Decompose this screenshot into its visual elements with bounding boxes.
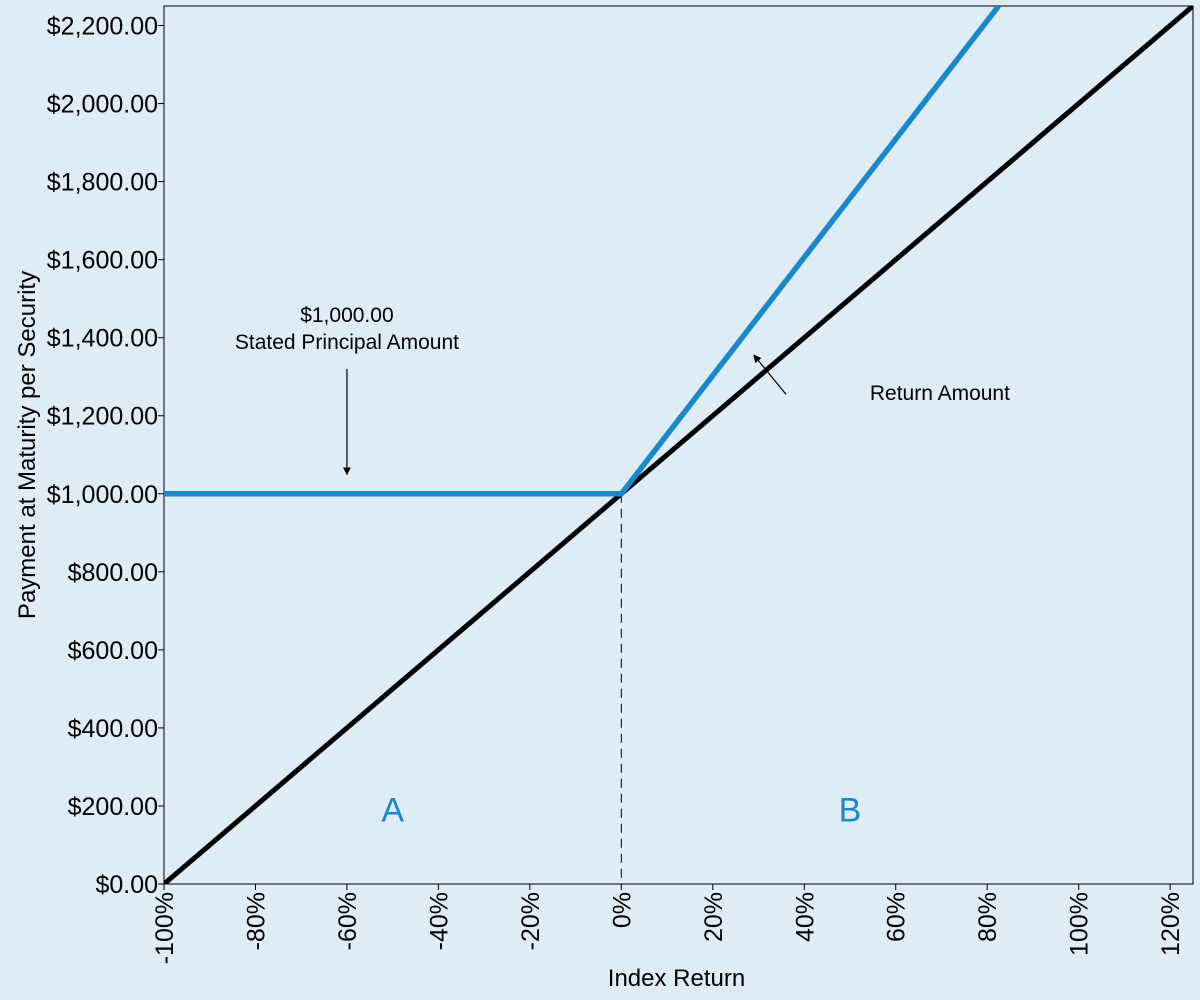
y-axis: $0.00 $200.00 $400.00 $600.00 $800.00 $1,000.… — [47, 13, 164, 899]
y-tick-label: $1,600.00 — [47, 247, 158, 275]
y-tick-label: $1,200.00 — [47, 403, 158, 431]
annotation-principal-text: $1,000.00 — [300, 304, 393, 327]
y-tick-label: $800.00 — [68, 559, 158, 587]
y-tick-label: $1,800.00 — [47, 169, 158, 197]
y-tick-label: $1,400.00 — [47, 325, 158, 353]
x-tick-label: -100% — [151, 892, 179, 964]
annotation-principal-text: Stated Principal Amount — [235, 331, 459, 354]
return-amount-line — [164, 6, 1193, 884]
annotation-return-amount-arrow — [753, 354, 787, 395]
y-axis-title: Payment at Maturity per Security — [14, 271, 41, 619]
x-tick-label: 0% — [608, 892, 636, 928]
payment-at-maturity-line — [164, 6, 1001, 497]
x-tick-label: 80% — [974, 892, 1002, 942]
y-tick-label: $400.00 — [68, 715, 158, 743]
annotation-return-amount-text: Return Amount — [870, 382, 1010, 405]
y-tick-label: $1,000.00 — [47, 481, 158, 509]
y-tick-label: $600.00 — [68, 637, 158, 665]
y-tick-label: $2,200.00 — [47, 13, 158, 41]
series-group — [164, 6, 1193, 884]
x-tick-label: 20% — [700, 892, 728, 942]
x-axis-title: Index Return — [608, 965, 745, 992]
x-tick-label: 40% — [791, 892, 819, 942]
region-label-a: A — [381, 792, 404, 830]
region-label-b: B — [839, 792, 862, 830]
y-tick-label: $0.00 — [95, 871, 158, 899]
x-tick-label: -60% — [334, 892, 362, 950]
x-tick-label: -40% — [425, 892, 453, 950]
x-tick-label: 100% — [1066, 892, 1094, 956]
y-tick-label: $2,000.00 — [47, 91, 158, 119]
annotations-group: $1,000.00 Stated Principal Amount Return A… — [235, 304, 1010, 476]
x-tick-label: -80% — [242, 892, 270, 950]
x-axis: -100% -80% -60% -40% -20% 0% 20% 40% 60% 80% 100% 1… — [151, 884, 1185, 964]
x-tick-label: 120% — [1157, 892, 1185, 956]
x-tick-label: 60% — [883, 892, 911, 942]
y-tick-label: $200.00 — [68, 793, 158, 821]
x-tick-label: -20% — [517, 892, 545, 950]
